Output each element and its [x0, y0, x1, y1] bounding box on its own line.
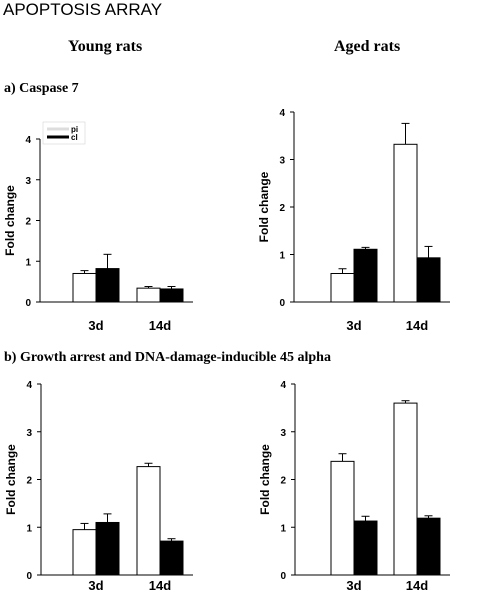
y-tick-label: 4: [26, 380, 32, 391]
y-tick-label: 2: [25, 217, 31, 228]
y-tick-label: 4: [280, 380, 286, 391]
chart-aged-gadd45a: 0 1 2 3 4 Fold change 3d 14d: [258, 380, 450, 593]
y-tick-label: 2: [26, 476, 32, 487]
y-tick-label: 1: [279, 251, 285, 262]
y-tick-label: 4: [25, 135, 31, 146]
y-tick-label: 1: [280, 523, 286, 534]
y-axis-label: Fold change: [258, 444, 272, 515]
column-title-young: Young rats: [68, 38, 143, 55]
y-tick-label: 4: [279, 108, 285, 119]
x-category-label: 14d: [406, 318, 428, 333]
bar-cl-14d: [416, 257, 441, 303]
bar-pi-14d: [136, 466, 161, 576]
bar-cl-3d: [95, 521, 120, 576]
y-axis-label: Fold change: [257, 171, 271, 242]
bar-pi-14d: [136, 287, 161, 303]
bar-pi-14d: [393, 143, 418, 303]
bar-cl-3d: [353, 520, 378, 576]
plot-area: 0 1 2 3 4 Fold change 3d 14d: [258, 380, 450, 593]
y-tick-label: 0: [279, 298, 285, 309]
y-tick-label: 3: [25, 176, 31, 187]
y-tick-label: 3: [279, 156, 285, 167]
y-tick-label: 2: [280, 476, 286, 487]
figure-title: APOPTOSIS ARRAY: [3, 0, 163, 19]
y-tick-label: 3: [26, 428, 32, 439]
bar-pi-3d: [330, 460, 355, 576]
y-tick-label: 1: [26, 523, 32, 534]
bar-cl-14d: [159, 288, 184, 303]
y-tick-label: 0: [280, 571, 286, 582]
legend-label-pi: pi: [71, 125, 78, 134]
y-tick-label: 3: [280, 428, 286, 439]
y-axis-label: Fold change: [3, 185, 17, 256]
x-category-label: 3d: [346, 578, 361, 593]
y-tick-label: 0: [25, 298, 31, 309]
bar-pi-3d: [72, 272, 97, 303]
section-title-caspase: a) Caspase 7: [4, 81, 79, 96]
bar-cl-3d: [95, 268, 120, 303]
bar-cl-3d: [353, 248, 378, 303]
y-tick-label: 0: [26, 571, 32, 582]
chart-young-gadd45a: 0 1 2 3 4 Fold change 3d 14d: [4, 380, 193, 593]
x-category-label: 14d: [149, 578, 171, 593]
bar-pi-3d: [330, 273, 355, 303]
bar-pi-3d: [72, 529, 97, 576]
plot-area: 0 1 2 3 4 Fold change 3d 14d: [4, 380, 193, 593]
bar-pi-14d: [393, 402, 418, 576]
section-title-gadd45: b) Growth arrest and DNA-damage-inducibl…: [4, 350, 331, 365]
x-category-label: 14d: [406, 578, 428, 593]
y-tick-label: 2: [279, 203, 285, 214]
column-title-aged: Aged rats: [334, 38, 401, 55]
legend-box: [42, 121, 86, 145]
y-axis-label: Fold change: [4, 444, 18, 515]
y-tick-label: 1: [25, 257, 31, 268]
bar-cl-14d: [416, 517, 441, 576]
bar-cl-14d: [159, 540, 184, 576]
legend-label-cl: cl: [71, 133, 78, 142]
x-category-label: 14d: [149, 318, 171, 333]
chart-aged-caspase7: 0 1 2 3 4 Fold change 3d 14d: [257, 108, 450, 333]
x-category-label: 3d: [88, 318, 103, 333]
x-category-label: 3d: [346, 318, 361, 333]
x-category-label: 3d: [88, 578, 103, 593]
plot-area: 0 1 2 3 4 Fold change 3d 14d: [257, 108, 450, 333]
